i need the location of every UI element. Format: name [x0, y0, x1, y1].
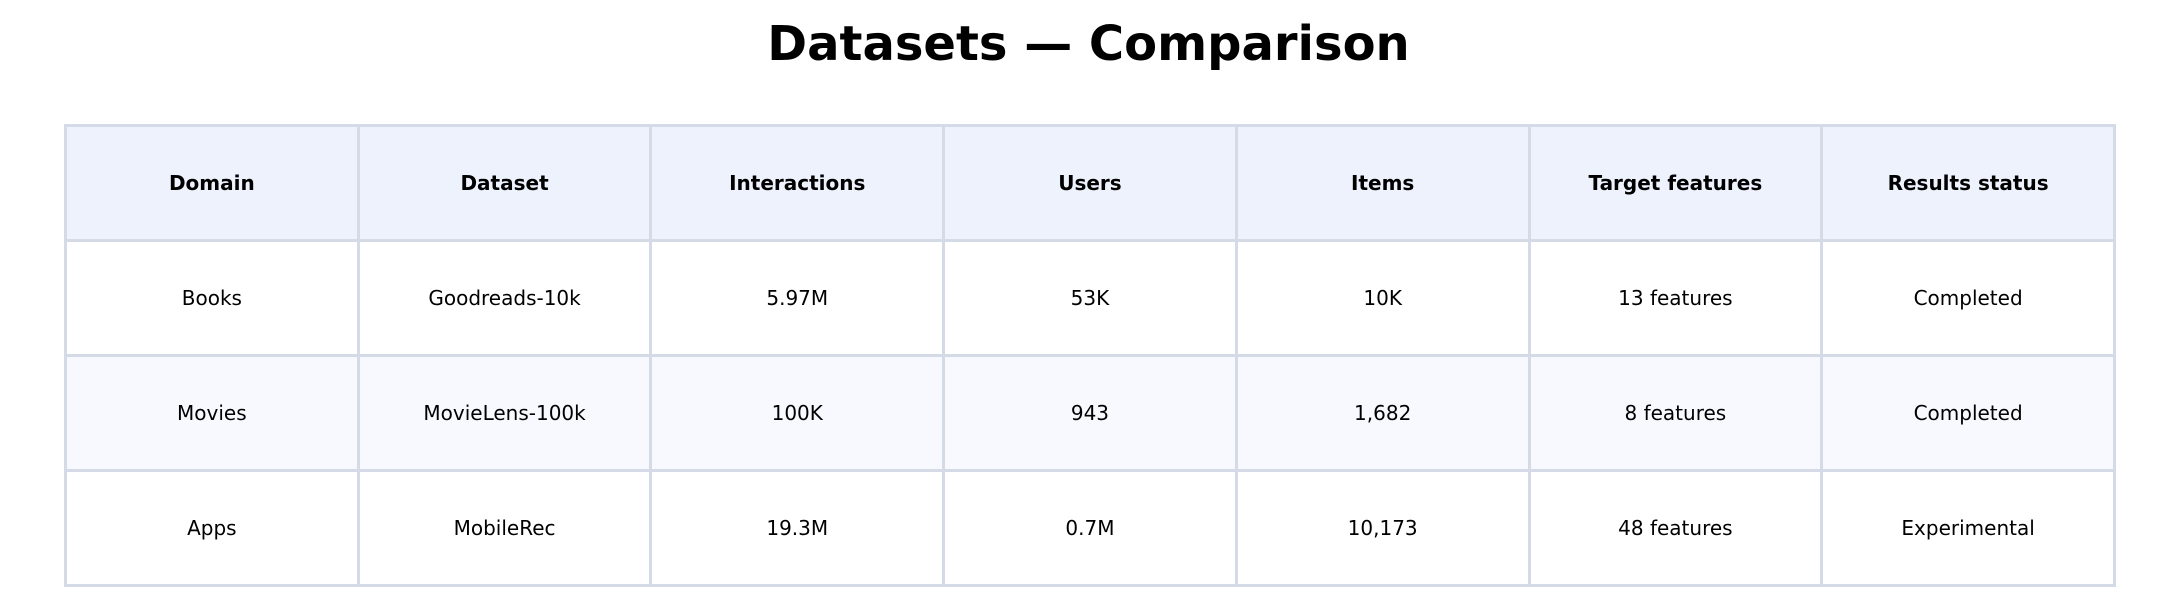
cell-domain: Books [64, 239, 360, 357]
cell-results-status: Experimental [1820, 469, 2116, 587]
header-interactions: Interactions [649, 124, 946, 242]
header-users: Users [942, 124, 1238, 242]
cell-results-status: Completed [1820, 239, 2116, 357]
cell-interactions: 100K [649, 354, 946, 472]
cell-dataset: MovieLens-100k [356, 354, 653, 472]
cell-dataset: MobileRec [356, 469, 653, 587]
comparison-table-container: Domain Dataset Interactions Users Items … [64, 124, 2116, 587]
cell-items: 10,173 [1234, 469, 1531, 587]
cell-dataset: Goodreads-10k [356, 239, 653, 357]
table-header-row: Domain Dataset Interactions Users Items … [64, 124, 2116, 242]
cell-results-status: Completed [1820, 354, 2116, 472]
header-results-status: Results status [1820, 124, 2116, 242]
table-row: Books Goodreads-10k 5.97M 53K 10K 13 fea… [64, 239, 2116, 357]
header-target-features: Target features [1527, 124, 1824, 242]
cell-domain: Apps [64, 469, 360, 587]
cell-domain: Movies [64, 354, 360, 472]
cell-target-features: 13 features [1527, 239, 1824, 357]
table-row: Apps MobileRec 19.3M 0.7M 10,173 48 feat… [64, 469, 2116, 587]
header-items: Items [1234, 124, 1531, 242]
table-row: Movies MovieLens-100k 100K 943 1,682 8 f… [64, 354, 2116, 472]
cell-interactions: 19.3M [649, 469, 946, 587]
header-dataset: Dataset [356, 124, 653, 242]
cell-users: 0.7M [942, 469, 1238, 587]
chart-title: Datasets — Comparison [767, 16, 1410, 72]
cell-users: 53K [942, 239, 1238, 357]
cell-interactions: 5.97M [649, 239, 946, 357]
comparison-table: Domain Dataset Interactions Users Items … [64, 124, 2116, 587]
header-domain: Domain [64, 124, 360, 242]
cell-users: 943 [942, 354, 1238, 472]
cell-items: 1,682 [1234, 354, 1531, 472]
cell-target-features: 48 features [1527, 469, 1824, 587]
cell-items: 10K [1234, 239, 1531, 357]
cell-target-features: 8 features [1527, 354, 1824, 472]
